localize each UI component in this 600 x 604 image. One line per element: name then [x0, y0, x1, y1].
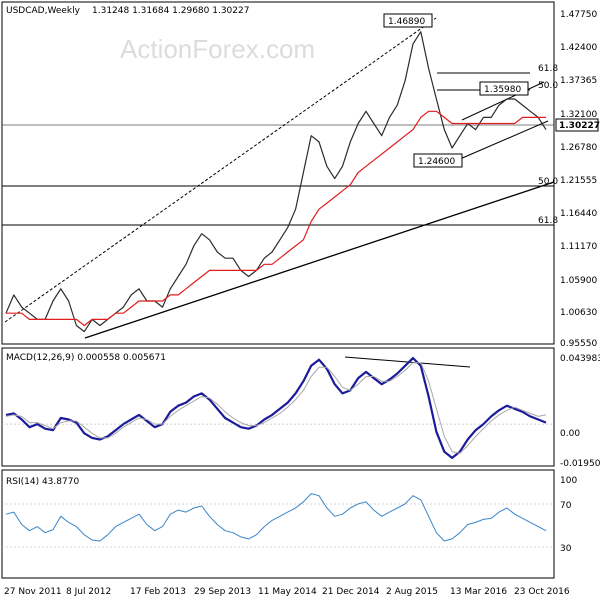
annotation-high: 1.46890 [383, 13, 433, 28]
macd-title: MACD(12,26,9) 0.000558 0.005671 [6, 353, 166, 363]
y-tick-label: 0.95550 [560, 339, 597, 349]
y-tick-label: 1.32100 [560, 110, 597, 120]
macd-panel-frame [1, 347, 555, 467]
macd-y-tick: 0.00 [560, 429, 580, 439]
price-tag-box [555, 118, 599, 132]
x-tick-label: 23 Oct 2016 [514, 587, 570, 597]
rsi-y-tick: 100 [560, 476, 577, 486]
channel-upper-line [461, 81, 545, 121]
y-tick-label: 1.37365 [560, 76, 597, 86]
price-series [5, 31, 547, 333]
fib-label: 50.0 [538, 81, 558, 91]
x-tick-label: 17 Feb 2013 [130, 587, 186, 597]
y-tick-label: 1.00630 [560, 308, 597, 318]
y-tick-label: 1.16440 [560, 209, 597, 219]
y-tick-label: 1.42400 [560, 43, 597, 53]
price-panel-frame [1, 1, 555, 345]
x-tick-label: 29 Sep 2013 [194, 587, 251, 597]
fib-label: 61.8 [538, 64, 558, 74]
price-tag-label: 1.30227 [559, 121, 600, 131]
chart-ohlc: 1.31248 1.31684 1.29680 1.30227 [92, 6, 249, 16]
macd-y-tick: -0.019501 [560, 459, 600, 469]
annotation-mid: 1.35980 [479, 81, 529, 96]
macd-line [5, 357, 547, 459]
rsi-panel-frame [1, 469, 555, 579]
annotation-box [383, 13, 433, 28]
x-tick-label: 2 Aug 2015 [386, 587, 438, 597]
fib-label: 61.8 [538, 216, 558, 226]
x-tick-label: 21 Dec 2014 [322, 587, 380, 597]
rsi-line [5, 493, 547, 542]
annotation-label: 1.24600 [418, 157, 455, 167]
y-tick-label: 1.47750 [560, 10, 597, 20]
annotation-label: 1.46890 [388, 17, 425, 27]
chart-symbol: USDCAD,Weekly [6, 6, 81, 16]
long-term-trendline [84, 181, 555, 339]
macd-y-tick: 0.043983 [560, 354, 600, 364]
annotation-box [479, 81, 529, 96]
fib-label: 50.0 [538, 177, 558, 187]
rsi-title: RSI(14) 43.8770 [6, 477, 79, 487]
current-price-tag: 1.30227 [555, 118, 600, 132]
y-tick-label: 1.05900 [560, 276, 597, 286]
price-line [5, 31, 547, 333]
y-tick-label: 1.26780 [560, 143, 597, 153]
x-tick-label: 8 Jul 2012 [66, 587, 111, 597]
signal-line [5, 362, 547, 454]
annotation-label: 1.35980 [484, 85, 521, 95]
rsi-y-tick: 70 [560, 501, 572, 511]
x-axis: 27 Nov 2011 8 Jul 2012 17 Feb 2013 29 Se… [4, 587, 570, 597]
moving-average-line [6, 110, 546, 327]
y-tick-label: 1.21555 [560, 176, 597, 186]
macd-series [5, 357, 547, 459]
x-tick-label: 27 Nov 2011 [4, 587, 62, 597]
x-tick-label: 13 Mar 2016 [450, 587, 507, 597]
rsi-series [5, 493, 547, 542]
y-tick-label: 1.11170 [560, 242, 597, 252]
dashed-trendline [4, 17, 437, 323]
annotation-box [413, 153, 463, 168]
x-tick-label: 11 May 2014 [258, 587, 317, 597]
watermark: ActionForex.com [120, 34, 315, 64]
rsi-y-tick: 30 [560, 544, 572, 554]
annotation-low: 1.24600 [413, 153, 463, 168]
channel-lower-line [459, 120, 549, 160]
price-y-axis: 1.47750 1.42400 1.37365 1.32100 1.26780 … [560, 10, 597, 349]
